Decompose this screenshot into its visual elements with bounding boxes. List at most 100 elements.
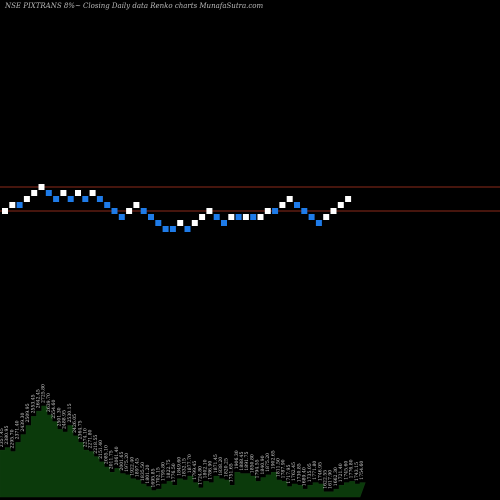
renko-brick-up	[9, 202, 16, 208]
renko-brick-down	[155, 220, 162, 226]
renko-brick-down	[118, 214, 125, 220]
volume-label: 2364.75	[77, 420, 83, 439]
renko-brick-up	[242, 214, 249, 220]
volume-label: 1832.15	[182, 458, 188, 477]
volume-label: 1743.15	[354, 462, 360, 481]
volume-label: 1875.20	[265, 453, 271, 472]
renko-brick-up	[279, 202, 286, 208]
volume-label: 1811.50	[276, 458, 282, 477]
volume-label: 2725.80	[41, 384, 47, 403]
renko-brick-down	[315, 220, 322, 226]
renko-brick-up	[286, 196, 293, 202]
volume-label: 1795.80	[161, 462, 167, 481]
volume-label: 1702.15	[156, 467, 162, 486]
renko-brick-down	[308, 214, 315, 220]
volume-label: 1849.60	[176, 457, 182, 476]
volume-label: 2509.95	[25, 403, 31, 422]
volume-label: 2001.65	[119, 452, 125, 471]
renko-brick-down	[162, 226, 169, 232]
volume-label: 2553.45	[30, 394, 36, 413]
volume-label: 1794.55	[255, 459, 261, 478]
renko-brick-up	[31, 190, 38, 196]
renko-brick-up	[89, 190, 96, 196]
volume-label: 1689.40	[302, 467, 308, 486]
volume-label: 1802.10	[203, 459, 209, 478]
renko-brick-down	[140, 208, 147, 214]
volume-label: 1891.75	[244, 452, 250, 471]
volume-label: 1922.40	[129, 457, 135, 476]
renko-brick-up	[337, 202, 344, 208]
volume-label: 1897.45	[135, 458, 141, 477]
renko-brick-down	[67, 196, 74, 202]
renko-brick-down	[96, 196, 103, 202]
renko-brick-down	[111, 208, 118, 214]
volume-label: 1840.90	[260, 455, 266, 474]
volume-label: 1820.25	[223, 458, 229, 477]
volume-label: 1801.20	[145, 465, 151, 484]
volume-label: 1771.80	[312, 461, 318, 480]
volume-label: 1871.45	[213, 454, 219, 473]
renko-brick-up	[330, 208, 337, 214]
volume-label: 1724.80	[197, 466, 203, 485]
renko-brick-up	[38, 184, 45, 190]
renko-brick-down	[169, 226, 176, 232]
volume-label: 1751.65	[229, 463, 235, 482]
volume-label: 2295.70	[9, 429, 15, 448]
volume-label: 2530.15	[67, 403, 73, 422]
volume-label: 1721.40	[338, 463, 344, 482]
volume-label: 2061.40	[114, 446, 120, 465]
volume-label: 2085.10	[103, 445, 109, 464]
volume-label: 2271.80	[88, 429, 94, 448]
volume-label: 1799.45	[192, 461, 198, 480]
volume-label: 1717.95	[286, 465, 292, 484]
renko-brick-up	[177, 220, 184, 226]
renko-brick-up	[206, 208, 213, 214]
volume-label: 2274.10	[83, 428, 89, 447]
volume-label: 1902.65	[270, 450, 276, 469]
renko-brick-down	[82, 196, 89, 202]
volume-label: 1838.20	[218, 457, 224, 476]
renko-brick-up	[75, 190, 81, 196]
volume-label: 2554.60	[51, 400, 57, 419]
volume-label: 2501.30	[56, 407, 62, 426]
volume-panel	[0, 405, 366, 498]
renko-brick-down	[16, 202, 23, 208]
volume-label: 1746.95	[317, 462, 323, 481]
volume-label: 1695.85	[150, 468, 156, 487]
volume-label: 1745.60	[343, 461, 349, 480]
volume-label: 1786.90	[208, 461, 214, 480]
renko-brick-down	[301, 208, 308, 214]
renko-brick-down	[235, 214, 242, 220]
renko-brick-down	[148, 214, 154, 220]
renko-brick-up	[126, 208, 133, 214]
volume-label: 2380.95	[4, 426, 10, 445]
volume-label: 2151.40	[98, 440, 104, 459]
volume-label: 2357.45	[0, 428, 5, 447]
volume-label: 1776.50	[171, 463, 177, 482]
renko-brick-up	[133, 202, 140, 208]
volume-label: 2488.95	[62, 410, 68, 429]
volume-label: 1888.45	[239, 452, 245, 471]
volume-label: 1776.80	[349, 459, 355, 478]
volume-label: 1617.90	[328, 470, 334, 489]
renko-brick-up	[323, 214, 330, 220]
volume-label: 1787.90	[281, 459, 287, 478]
volume-label: 1906.30	[234, 450, 240, 469]
renko-bricks	[2, 184, 352, 232]
volume-label: 2439.30	[20, 413, 26, 432]
volume-label: 2371.40	[15, 420, 21, 439]
volume-label: 2426.05	[72, 414, 78, 433]
volume-label: 1822.75	[166, 459, 172, 478]
renko-brick-up	[191, 220, 198, 226]
renko-brick-down	[250, 214, 257, 220]
renko-brick-down	[294, 202, 300, 208]
reference-lines	[0, 186, 500, 212]
volume-label: 1735.05	[307, 463, 313, 482]
renko-brick-down	[45, 190, 52, 196]
chart-title: NSE PIXTRANS 8%~ Closing Daily data Renk…	[4, 2, 264, 10]
renko-brick-down	[213, 214, 220, 220]
renko-brick-down	[272, 208, 279, 214]
renko-brick-up	[23, 196, 30, 202]
